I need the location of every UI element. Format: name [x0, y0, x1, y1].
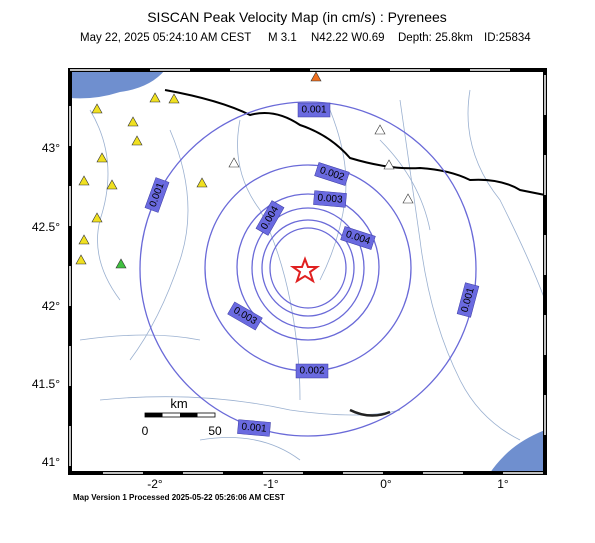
contour-label: 0.001 [241, 422, 267, 435]
epicenter [289, 256, 321, 284]
lat-label: 43° [42, 141, 60, 155]
event-depth: Depth: 25.8km [398, 32, 473, 44]
sea [490, 430, 545, 473]
event-id: ID:25834 [484, 32, 531, 44]
contour-label: 0.002 [299, 366, 324, 377]
scale-unit: km [170, 396, 187, 411]
lake [349, 408, 391, 417]
event-location: N42.22 W0.69 [311, 32, 385, 44]
lon-label: 0° [380, 477, 392, 491]
title: SISCAN Peak Velocity Map (in cm/s) : Pyr… [147, 9, 447, 25]
contour-label: 0.003 [317, 193, 343, 206]
lon-label: -2° [147, 477, 163, 491]
lon-labels: -2° -1° 0° 1° [147, 477, 509, 491]
lat-label: 42° [42, 299, 60, 313]
contour-labels: 0.001 0.001 0.001 0.001 0.002 0.002 0.00… [144, 102, 480, 437]
land [70, 70, 545, 473]
stations [75, 71, 414, 269]
border [164, 89, 546, 196]
sea [70, 70, 165, 99]
map-frame-ticks [69, 69, 546, 474]
scale-bar: km 0 50 [142, 396, 222, 438]
lon-label: 1° [497, 477, 509, 491]
footer: Map Version 1 Processed 2025-05-22 05:26… [73, 493, 285, 502]
lat-label: 41° [42, 455, 60, 469]
lat-label: 42.5° [32, 220, 60, 234]
scale-start: 0 [142, 424, 149, 438]
lat-label: 41.5° [32, 377, 60, 391]
lon-label: -1° [263, 477, 279, 491]
scale-end: 50 [208, 424, 222, 438]
event-magnitude: M 3.1 [268, 32, 297, 44]
event-time: May 22, 2025 05:24:10 AM CEST [80, 32, 251, 44]
lat-labels: 43° 42.5° 42° 41.5° 41° [32, 141, 60, 469]
map-area: 0.001 0.001 0.001 0.001 0.002 0.002 0.00… [68, 68, 547, 475]
contour-label: 0.001 [301, 105, 326, 116]
